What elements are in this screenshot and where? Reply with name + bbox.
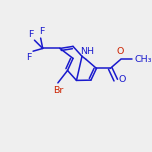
Text: O: O: [116, 47, 124, 56]
Text: O: O: [119, 75, 126, 84]
Text: CH₃: CH₃: [134, 55, 152, 64]
Text: F: F: [28, 30, 33, 39]
Text: NH: NH: [81, 47, 95, 56]
Text: Br: Br: [53, 86, 63, 95]
Text: F: F: [39, 28, 44, 36]
Text: F: F: [26, 53, 32, 62]
